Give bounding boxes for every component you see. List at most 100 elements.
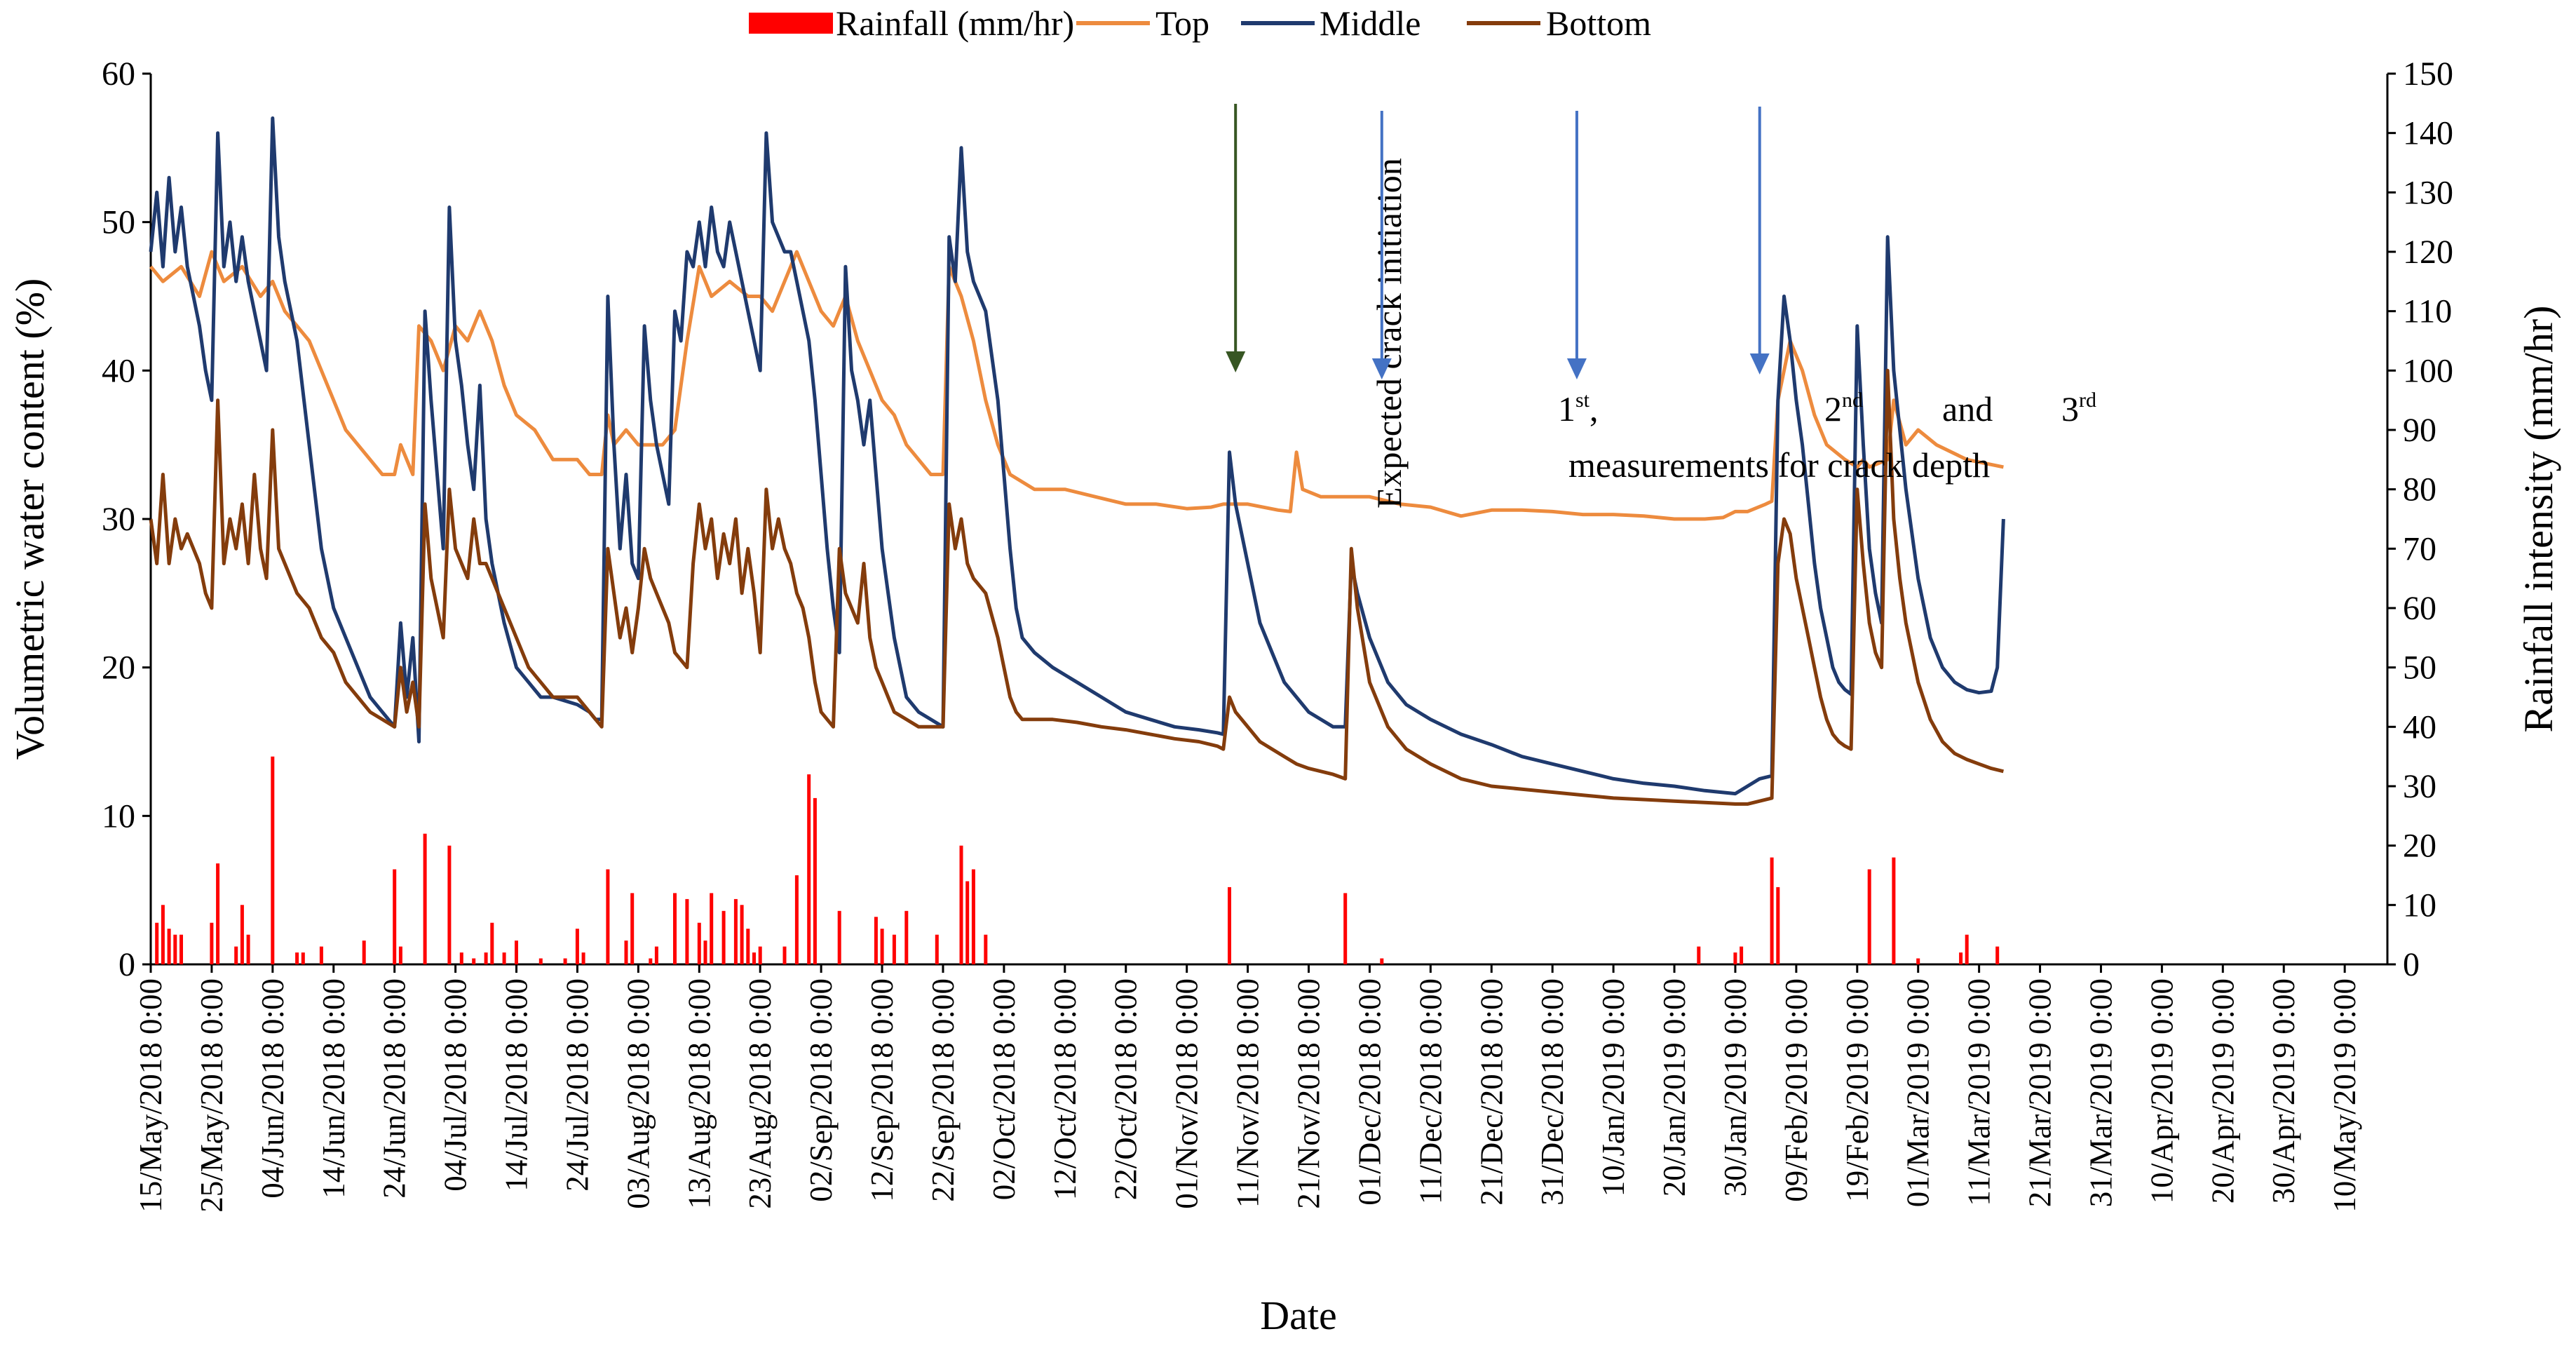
rainfall-bar-17 (423, 833, 427, 964)
rainfall-bar-42 (746, 929, 750, 964)
rainfall-bar-71 (1965, 934, 1969, 964)
x-tick-label: 01/Nov/2018 0:00 (1170, 978, 1205, 1209)
y-axis-title-left: Volumetric water content (%) (7, 278, 53, 760)
right-tick-label: 70 (2403, 530, 2436, 567)
x-tick-label: 25/May/2018 0:00 (194, 978, 229, 1213)
x-tick-label: 24/Jun/2018 0:00 (377, 978, 412, 1199)
rainfall-bar-5 (210, 922, 214, 964)
x-tick-label: 09/Feb/2019 0:00 (1779, 978, 1814, 1202)
x-tick-label: 20/Apr/2019 0:00 (2205, 978, 2240, 1204)
rainfall-bar-59 (1228, 887, 1231, 964)
rainfall-bar-45 (782, 946, 787, 964)
right-tick-label: 10 (2403, 887, 2436, 924)
water-content-lines (149, 116, 2005, 806)
x-tick-label: 02/Sep/2018 0:00 (804, 978, 839, 1202)
rainfall-bar-7 (234, 946, 238, 964)
rainfall-bar-55 (959, 845, 963, 964)
x-axis-title: Date (1260, 1293, 1337, 1338)
rainfall-bar-52 (892, 934, 896, 964)
rainfall-bar-4 (179, 934, 183, 964)
rainfall-bar-0 (155, 922, 159, 964)
x-tick-label: 30/Apr/2019 0:00 (2266, 978, 2301, 1204)
left-tick-label: 40 (102, 352, 135, 389)
rainfall-bar-54 (935, 934, 939, 964)
rainfall-bar-60 (1343, 893, 1348, 964)
series-line-middle (149, 116, 2005, 796)
rainfall-bar-47 (807, 774, 811, 964)
right-tick-label: 150 (2403, 55, 2453, 93)
right-tick-label: 130 (2403, 174, 2453, 211)
right-tick-label: 50 (2403, 649, 2436, 687)
right-tick-label: 140 (2403, 115, 2453, 152)
rainfall-bar-43 (752, 952, 756, 964)
x-tick-label: 01/Mar/2019 0:00 (1901, 978, 1936, 1207)
x-tick-label: 11/Mar/2019 0:00 (1962, 978, 1997, 1206)
x-tick-label: 02/Oct/2018 0:00 (987, 978, 1022, 1200)
rainfall-bar-66 (1776, 887, 1780, 964)
rainfall-bar-68 (1892, 857, 1896, 964)
rainfall-bar-40 (733, 898, 738, 964)
rainfall-bar-46 (794, 875, 799, 964)
x-tick-label: 31/Dec/2018 0:00 (1535, 978, 1570, 1206)
x-tick-label: 19/Feb/2019 0:00 (1840, 978, 1875, 1202)
x-tick-label: 20/Jan/2019 0:00 (1657, 978, 1692, 1197)
x-tick-label: 24/Jul/2018 0:00 (560, 978, 595, 1192)
right-tick-label: 100 (2403, 352, 2453, 389)
rainfall-bar-3 (173, 934, 177, 964)
rainfall-bar-48 (813, 797, 817, 964)
series-line-top (149, 250, 2004, 521)
left-y-axis-ticks: 0 10 20 30 40 50 60 (102, 55, 151, 983)
rainfall-bar-23 (502, 952, 506, 964)
rainfall-bar-37 (703, 941, 707, 964)
rainfall-bar-28 (581, 952, 585, 964)
annotations: Expected crack initiation 1st, 2nd and 3… (1226, 104, 2096, 508)
third-measurement-arrowhead (1749, 353, 1770, 375)
rainfall-bar-25 (538, 958, 543, 964)
rainfall-bar-38 (710, 893, 714, 964)
first-label: 1st, (1558, 389, 1599, 429)
x-axis-ticks: 15/May/2018 0:00 25/May/2018 0:00 04/Jun/2… (133, 964, 2362, 1213)
rainfall-bar-51 (880, 929, 884, 964)
rainfall-bar-58 (984, 934, 988, 964)
rainfall-bar-44 (758, 946, 762, 964)
rainfall-bar-33 (654, 946, 658, 964)
right-tick-label: 60 (2403, 590, 2436, 627)
x-tick-label: 23/Aug/2018 0:00 (743, 978, 778, 1209)
third-label: 3rd (2061, 389, 2096, 429)
left-tick-label: 0 (118, 946, 135, 983)
rainfall-bar-8 (240, 905, 244, 964)
rainfall-bar-67 (1867, 869, 1871, 964)
and-label: and (1942, 389, 1993, 429)
measurements-label: measurements for crack depth (1568, 445, 1990, 485)
rainfall-bar-32 (649, 958, 653, 964)
right-y-axis-ticks: 0 10 20 30 40 50 60 70 80 90 100 110 120 130 140 150 (2387, 55, 2453, 983)
second-measurement-arrowhead (1566, 358, 1587, 379)
rainfall-bar-34 (673, 893, 677, 964)
series-line-bottom (149, 368, 2004, 806)
rainfall-bar-19 (459, 952, 463, 964)
second-label: 2nd (1824, 389, 1863, 429)
rainfall-bar-56 (965, 881, 970, 964)
x-tick-label: 30/Jan/2019 0:00 (1718, 978, 1753, 1197)
x-tick-label: 04/Jul/2018 0:00 (438, 978, 473, 1192)
x-tick-label: 15/May/2018 0:00 (133, 978, 168, 1213)
x-tick-label: 14/Jul/2018 0:00 (499, 978, 534, 1192)
x-tick-label: 12/Sep/2018 0:00 (865, 978, 900, 1202)
rainfall-bar-36 (697, 922, 701, 964)
x-tick-label: 04/Jun/2018 0:00 (255, 978, 290, 1199)
rainfall-bar-69 (1916, 958, 1920, 964)
right-tick-label: 20 (2403, 828, 2436, 865)
rainfall-bar-6 (216, 863, 220, 964)
rainfall-bar-63 (1733, 952, 1737, 964)
rainfall-bar-27 (575, 929, 579, 964)
x-tick-label: 12/Oct/2018 0:00 (1048, 978, 1083, 1200)
rainfall-bar-39 (721, 910, 726, 964)
rainfall-bar-18 (447, 845, 452, 964)
x-tick-label: 13/Aug/2018 0:00 (682, 978, 717, 1209)
rainfall-bar-10 (271, 756, 275, 964)
legend-label-top: Top (1155, 4, 1209, 43)
right-tick-label: 90 (2403, 412, 2436, 449)
x-tick-label: 10/Apr/2019 0:00 (2144, 978, 2179, 1204)
rainfall-bar-1 (161, 905, 165, 964)
x-tick-label: 03/Aug/2018 0:00 (621, 978, 656, 1209)
